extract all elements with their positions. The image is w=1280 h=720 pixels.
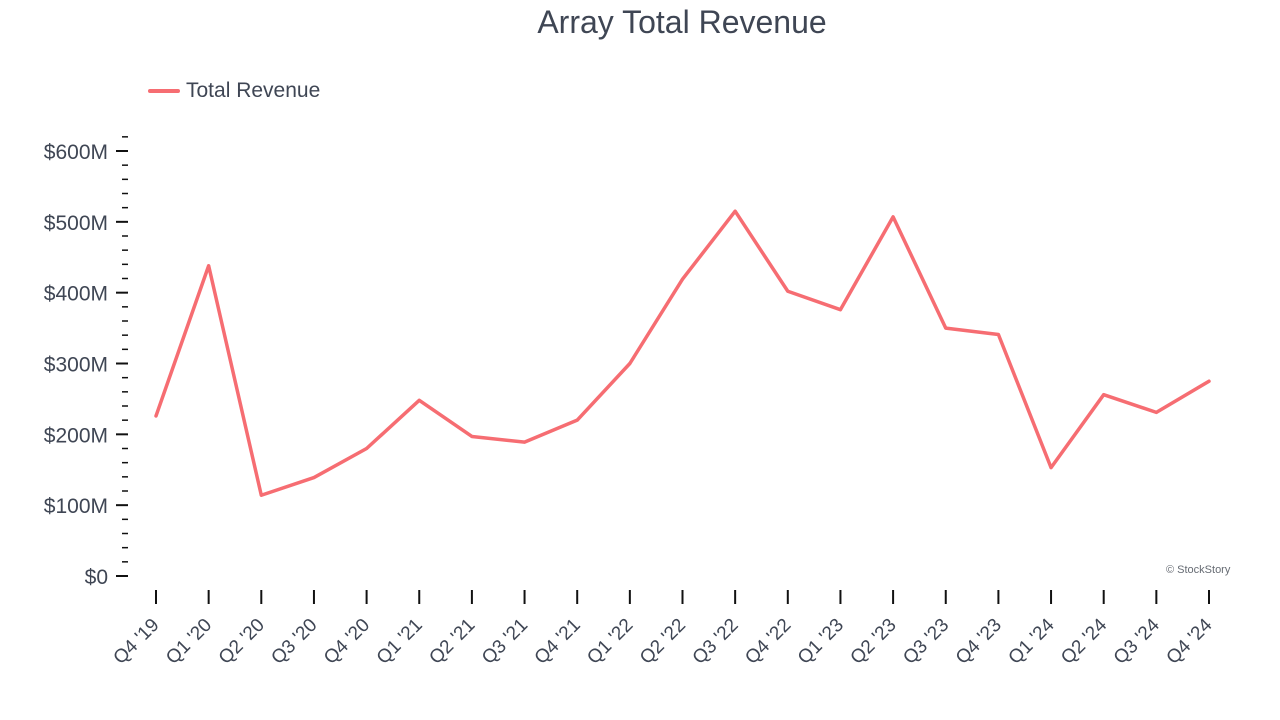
x-tick-label: Q2 '20 xyxy=(215,615,269,669)
x-tick-label: Q4 '22 xyxy=(741,615,795,669)
data-point xyxy=(417,398,421,402)
series-line-total-revenue xyxy=(154,209,1211,497)
y-tick-label: $500M xyxy=(44,212,108,235)
y-axis: $0 $100M $200M $300M $400M $500M $600M xyxy=(44,136,128,589)
x-tick-label: Q3 '20 xyxy=(267,615,321,669)
data-point xyxy=(1102,393,1106,397)
data-point xyxy=(575,418,579,422)
y-tick-label: $400M xyxy=(44,283,108,306)
data-point xyxy=(786,289,790,293)
data-point xyxy=(259,493,263,497)
x-tick-label: Q4 '19 xyxy=(110,615,164,669)
data-point xyxy=(312,476,316,480)
data-point xyxy=(365,447,369,450)
x-tick-label: Q4 '24 xyxy=(1163,614,1217,668)
x-tick-label: Q3 '24 xyxy=(1110,614,1164,668)
data-point xyxy=(154,414,158,418)
x-tick-label: Q1 '22 xyxy=(583,615,637,669)
data-point xyxy=(891,215,895,219)
data-point xyxy=(1207,379,1211,383)
x-tick-label: Q4 '20 xyxy=(320,615,374,669)
data-point xyxy=(207,264,211,268)
x-tick-label: Q4 '21 xyxy=(531,615,585,669)
data-point xyxy=(1049,466,1053,470)
x-tick-label: Q2 '24 xyxy=(1057,614,1111,668)
x-tick-label: Q3 '23 xyxy=(899,615,953,669)
x-tick-label: Q1 '24 xyxy=(1005,614,1059,668)
x-tick-label: Q4 '23 xyxy=(952,615,1006,669)
data-point xyxy=(733,209,737,213)
x-tick-label: Q1 '20 xyxy=(162,615,216,669)
data-point xyxy=(838,308,842,312)
x-tick-label: Q1 '21 xyxy=(373,615,427,669)
chart-title: Array Total Revenue xyxy=(537,4,827,40)
y-tick-label: $600M xyxy=(44,141,108,164)
y-tick-label: $300M xyxy=(44,354,108,377)
data-point xyxy=(681,277,684,281)
series-layer xyxy=(154,209,1211,497)
legend-swatch-total-revenue xyxy=(148,89,180,93)
x-tick-label: Q2 '22 xyxy=(636,615,690,669)
x-tick-label: Q3 '21 xyxy=(478,615,532,669)
data-point xyxy=(944,326,948,330)
legend-label-total-revenue: Total Revenue xyxy=(186,79,321,102)
y-tick-label: $100M xyxy=(44,495,108,518)
data-point xyxy=(523,440,527,444)
x-tick-label: Q2 '23 xyxy=(847,615,901,669)
data-point xyxy=(470,434,474,438)
y-tick-label: $200M xyxy=(44,424,108,447)
x-tick-label: Q3 '22 xyxy=(689,615,743,669)
data-point xyxy=(996,332,1000,336)
data-point xyxy=(1154,410,1158,414)
watermark: © StockStory xyxy=(1166,564,1231,576)
legend: Total Revenue xyxy=(148,79,320,103)
x-tick-label: Q1 '23 xyxy=(794,615,848,669)
data-point xyxy=(628,362,632,365)
x-tick-label: Q2 '21 xyxy=(425,615,479,669)
y-tick-label: $0 xyxy=(85,566,108,589)
